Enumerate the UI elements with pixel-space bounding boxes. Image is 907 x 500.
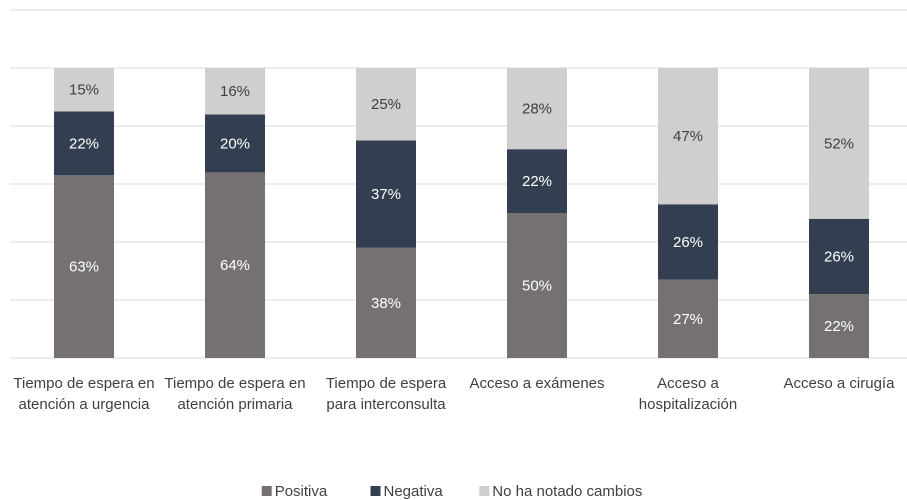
legend-label: No ha notado cambios <box>492 483 642 500</box>
data-label: 26% <box>824 248 854 265</box>
x-tick-label: Acceso a exámenes <box>469 375 605 392</box>
x-tick-label: Tiempo de espera en atención primaria <box>164 375 306 413</box>
bar-segment <box>356 140 416 248</box>
x-tick-label: Acceso a hospitalización <box>638 375 738 413</box>
bar-segment <box>205 172 265 358</box>
bar-segment <box>809 68 869 219</box>
data-label: 63% <box>69 259 99 276</box>
bar-segment <box>507 68 567 150</box>
bar-segment <box>356 247 416 358</box>
data-label: 20% <box>220 135 250 152</box>
data-label: 25% <box>371 96 401 113</box>
bar-segment <box>54 68 114 112</box>
bar-segment <box>205 68 265 115</box>
bar-segment <box>658 204 718 280</box>
legend-label: Negativa <box>384 483 444 500</box>
x-tick-label: Acceso a cirugía <box>783 375 895 392</box>
bar-segment <box>54 111 114 176</box>
bar-segment <box>809 218 869 295</box>
bar-segment <box>356 68 416 141</box>
data-label: 22% <box>69 135 99 152</box>
bar-segment <box>205 114 265 173</box>
bar-segment <box>809 294 869 358</box>
data-label: 52% <box>824 135 854 152</box>
data-label: 64% <box>220 257 250 274</box>
data-label: 47% <box>673 128 703 145</box>
bar-segment <box>507 213 567 358</box>
data-label: 16% <box>220 83 250 100</box>
data-label: 22% <box>824 318 854 335</box>
x-tick-label: Tiempo de espera para interconsulta <box>325 375 447 413</box>
legend-swatch <box>261 486 272 496</box>
data-label: 38% <box>371 295 401 312</box>
legend-label: Positiva <box>275 483 328 500</box>
bar-segment <box>54 175 114 358</box>
x-tick-label: Tiempo de espera en atención a urgencia <box>13 375 155 413</box>
bar-segment <box>507 149 567 213</box>
legend-swatch <box>479 486 490 496</box>
data-label: 28% <box>522 101 552 118</box>
bar-segment <box>658 279 718 358</box>
data-label: 15% <box>69 82 99 99</box>
data-label: 37% <box>371 186 401 203</box>
legend-swatch <box>370 486 381 496</box>
data-label: 22% <box>522 173 552 190</box>
data-label: 26% <box>673 234 703 251</box>
data-label: 27% <box>673 311 703 328</box>
data-label: 50% <box>522 277 552 294</box>
bar-segment <box>658 68 718 205</box>
